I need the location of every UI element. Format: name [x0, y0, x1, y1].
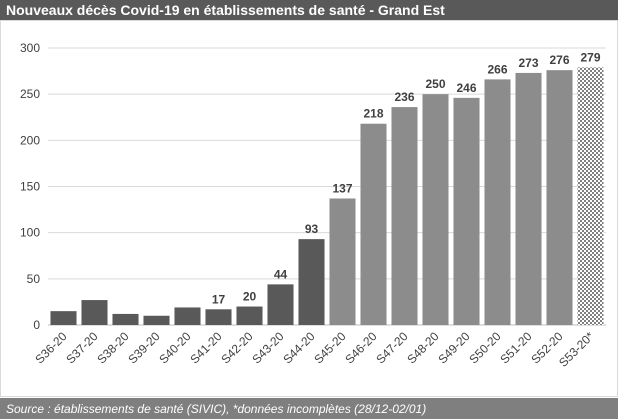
bar — [112, 313, 139, 325]
footer-bar — [0, 398, 618, 419]
bar — [236, 306, 263, 325]
value-label: 44 — [274, 267, 288, 281]
value-label: 246 — [456, 81, 476, 95]
y-tick-label: 300 — [20, 41, 40, 55]
value-label: 137 — [332, 182, 352, 196]
footer: Source : établissements de santé (SIVIC)… — [6, 402, 426, 416]
value-label: 218 — [363, 107, 383, 121]
value-label: 20 — [243, 290, 257, 304]
bar — [391, 107, 418, 326]
bar — [143, 315, 170, 325]
y-tick-label: 250 — [20, 87, 40, 101]
value-label: 17 — [212, 292, 226, 306]
bar — [577, 67, 604, 325]
bar — [50, 311, 77, 325]
title-bar — [0, 0, 618, 20]
bar — [298, 239, 325, 325]
y-tick-label: 100 — [20, 226, 40, 240]
chart-title: Nouveaux décès Covid-19 en établissement… — [6, 2, 445, 18]
bar — [329, 198, 356, 325]
bar — [81, 300, 108, 325]
y-tick-label: 200 — [20, 133, 40, 147]
y-tick-label: 0 — [33, 318, 40, 332]
value-label: 279 — [580, 50, 600, 64]
bar — [422, 94, 449, 326]
value-label: 250 — [425, 77, 445, 91]
bar — [360, 123, 387, 325]
bar — [546, 70, 573, 325]
bar — [267, 284, 294, 325]
value-label: 93 — [305, 222, 319, 236]
bar — [515, 72, 542, 326]
y-tick-label: 150 — [20, 180, 40, 194]
value-label: 276 — [549, 53, 569, 67]
value-label: 273 — [518, 56, 538, 70]
bar — [205, 309, 232, 325]
bar — [484, 79, 511, 325]
y-tick-label: 50 — [27, 272, 41, 286]
bar — [174, 307, 201, 325]
bar — [453, 97, 480, 325]
value-label: 236 — [394, 90, 414, 104]
value-label: 266 — [487, 62, 507, 76]
